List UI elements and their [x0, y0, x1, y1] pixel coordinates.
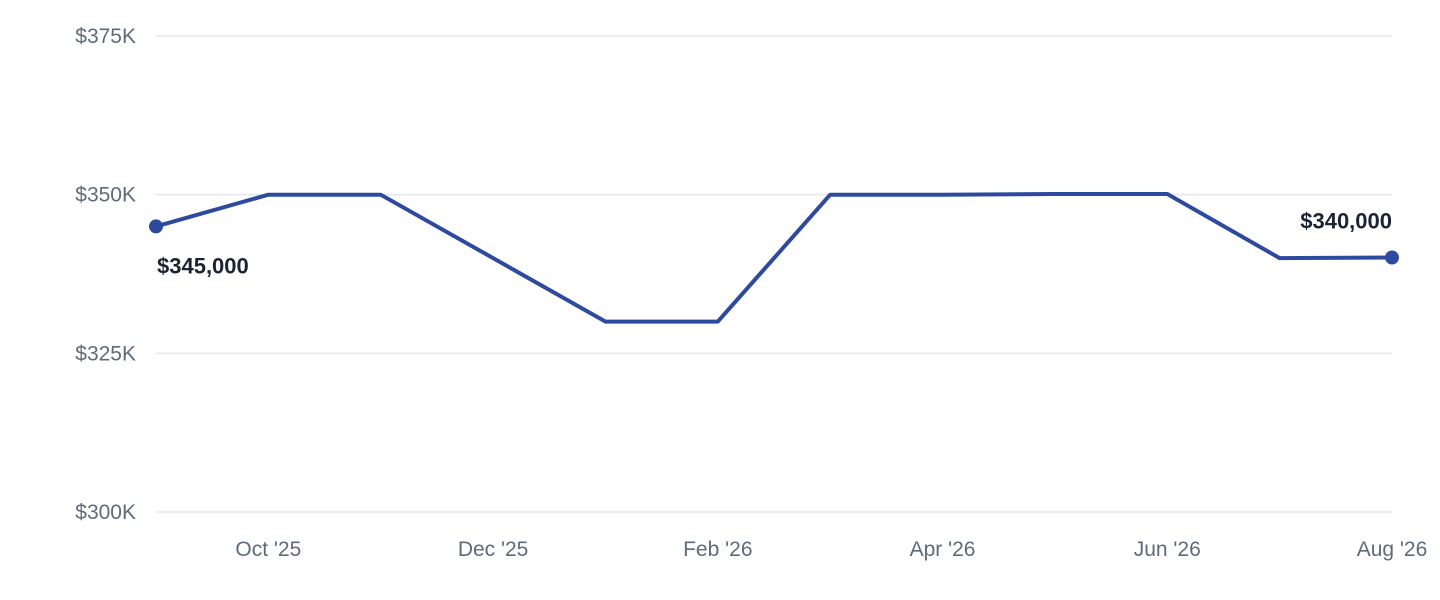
y-axis-ticks: $300K $325K $350K $375K: [75, 25, 136, 524]
x-tick-label: Oct '25: [235, 538, 301, 561]
series-line: [154, 192, 1394, 324]
x-tick-label: Aug '26: [1357, 538, 1428, 561]
y-tick-label: $300K: [75, 501, 136, 524]
x-tick-label: Jun '26: [1134, 538, 1201, 561]
x-tick-label: Dec '25: [458, 538, 529, 561]
data-point-marker: [149, 219, 163, 234]
y-tick-label: $325K: [75, 342, 136, 365]
x-tick-label: Apr '26: [910, 538, 976, 561]
gridlines: [156, 35, 1392, 513]
data-point-marker: [1385, 250, 1399, 265]
x-tick-label: Feb '26: [683, 538, 752, 561]
endpoint-markers: [149, 219, 1399, 265]
endpoint-labels: $345,000 $340,000: [157, 208, 1392, 278]
x-axis-ticks: Oct '25 Dec '25 Feb '26 Apr '26 Jun '26 Aug '…: [235, 538, 1427, 561]
series-line-group: [154, 192, 1394, 324]
y-tick-label: $375K: [75, 25, 136, 48]
data-point-label: $340,000: [1300, 208, 1392, 233]
data-point-label: $345,000: [157, 253, 249, 278]
y-tick-label: $350K: [75, 184, 136, 207]
